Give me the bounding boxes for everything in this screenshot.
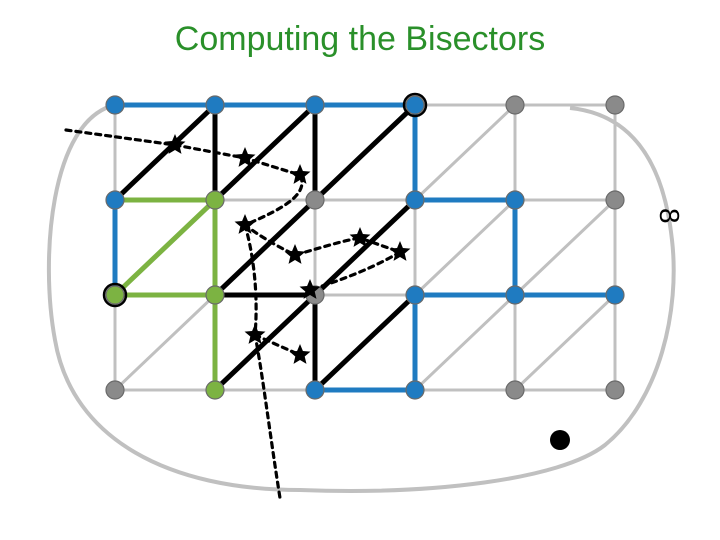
grid-node	[506, 286, 524, 304]
star-icon	[390, 241, 411, 261]
edge	[215, 295, 315, 390]
grid-node	[606, 286, 624, 304]
grid-node	[406, 191, 424, 209]
edge	[515, 295, 615, 390]
edge	[115, 200, 215, 295]
grid-node	[306, 96, 324, 114]
grid-node	[606, 191, 624, 209]
star-icon	[245, 324, 266, 344]
external-node	[550, 430, 570, 450]
star-icon	[285, 244, 306, 264]
grid-node	[206, 286, 224, 304]
edge	[415, 295, 515, 390]
grid-node	[506, 96, 524, 114]
edge	[215, 105, 315, 200]
outer-envelope	[49, 105, 674, 491]
grid-node	[406, 286, 424, 304]
grid-node	[506, 381, 524, 399]
grid-node	[606, 381, 624, 399]
edge	[415, 200, 515, 295]
grid-node	[206, 96, 224, 114]
edge	[315, 295, 415, 390]
edge	[215, 200, 315, 295]
grid-node	[106, 191, 124, 209]
grid-node	[506, 191, 524, 209]
edge	[115, 105, 215, 200]
grid-node	[106, 286, 124, 304]
grid-node	[106, 381, 124, 399]
star-icon	[290, 344, 311, 364]
infinity-label: 8	[654, 208, 685, 224]
edge	[315, 105, 415, 200]
edge	[115, 295, 215, 390]
star-icon	[290, 164, 311, 184]
edge	[515, 200, 615, 295]
grid-node	[306, 381, 324, 399]
grid-node	[106, 96, 124, 114]
grid-node	[606, 96, 624, 114]
diagram: 8	[0, 0, 720, 540]
grid-node	[206, 381, 224, 399]
grid-node	[206, 191, 224, 209]
grid-node	[406, 381, 424, 399]
bisector-path	[245, 225, 280, 498]
grid-node	[406, 96, 424, 114]
edge	[415, 105, 515, 200]
grid-node	[306, 191, 324, 209]
